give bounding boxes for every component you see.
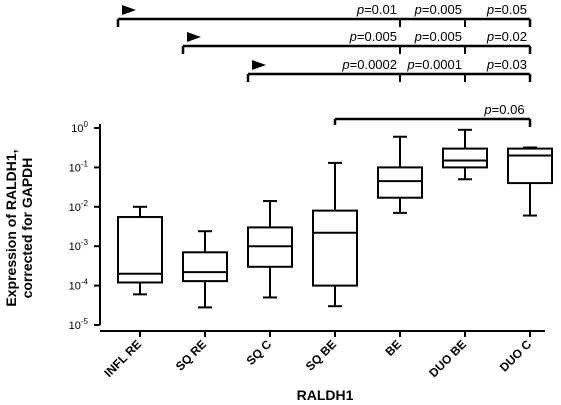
y-tick-label: 10-4 [69,278,89,293]
p-value: =0.0002 [350,57,397,72]
y-tick-label: 10-3 [69,238,89,253]
p-value-label: p=0.05 [486,2,527,17]
box-sq-c [247,200,293,299]
category-label: DUO BE [426,337,469,380]
category-label: SQ C [243,337,274,368]
arrow-icon [252,60,266,70]
p-symbol: p [349,29,357,44]
iqr-box [117,216,163,284]
p-symbol: p [414,29,422,44]
p-value: =0.05 [494,2,527,17]
p-value: =0.02 [494,29,527,44]
y-tick-base: 10 [69,281,81,293]
y-tick-base: 10 [69,320,81,332]
box-be [377,135,423,214]
p-value: =0.005 [357,29,397,44]
category-label: SQ RE [173,337,209,373]
p-value-label: p=0.005 [414,2,462,17]
y-tick-label: 10-5 [69,317,89,332]
y-tick-base: 10 [71,123,83,135]
comparison-2: p=0.005 p=0.005 p=0.02 [181,29,532,54]
y-axis-title-line: corrected for GAPDH [19,158,35,299]
iqr-box [442,147,488,169]
p-value-label: p=0.005 [414,29,462,44]
arrow-icon [187,32,201,42]
p-value-label: p=0.005 [349,29,397,44]
box-duo-c [507,146,553,217]
category-label: BE [382,337,404,359]
box-sq-be [312,161,358,308]
p-symbol: p [341,57,349,72]
iqr-box [507,147,553,185]
box-duo-be [442,128,488,181]
p-symbol: p [486,57,494,72]
y-tick-exponent: -2 [81,199,89,208]
x-axis: INFL RE SQ RE SQ C SQ BE BE DUO BE DUO C [100,330,545,380]
p-value-label: p=0.06 [483,102,524,117]
y-tick-label: 10-2 [69,199,89,214]
y-tick-exponent: -4 [81,278,89,287]
p-symbol: p [356,2,364,17]
category-label: SQ BE [303,337,339,373]
y-tick-exponent: -5 [81,317,89,326]
y-tick-label: 10-1 [69,159,89,174]
p-value-label: p=0.01 [356,2,397,17]
p-value: =0.01 [364,2,397,17]
category-label: INFL RE [101,337,144,380]
p-value-label: p=0.0001 [406,57,462,72]
iqr-box [377,166,423,199]
boxes [117,128,553,309]
box-infl-re [117,205,163,296]
y-tick-exponent: -1 [81,159,89,168]
p-value-label: p=0.02 [486,29,527,44]
y-tick-base: 10 [69,162,81,174]
p-value-label: p=0.03 [486,57,527,72]
comparison-3: p=0.0002 p=0.0001 p=0.03 [246,57,532,82]
p-symbol: p [486,29,494,44]
y-tick-base: 10 [69,202,81,214]
significance-brackets: p=0.01 p=0.005 p=0.05p=0.005 p=0.005 p=0.02p… [116,2,532,127]
box-sq-re [182,230,228,309]
p-value: =0.005 [422,29,462,44]
p-value-label: p=0.0002 [341,57,397,72]
comparison-4: p=0.06 [333,102,532,127]
y-axis-title: Expression of RALDH1, corrected for GAPDH [3,149,35,306]
x-axis-title: RALDH1 [297,387,354,403]
p-symbol: p [486,2,494,17]
p-value: =0.06 [492,102,525,117]
p-symbol: p [406,57,414,72]
category-label: DUO C [497,337,534,374]
iqr-box [312,209,358,287]
iqr-box [182,251,228,283]
y-tick-label: 100 [71,120,88,135]
p-value: =0.005 [422,2,462,17]
y-tick-exponent: -3 [81,238,89,247]
p-symbol: p [483,102,491,117]
comparison-1: p=0.01 p=0.005 p=0.05 [116,2,532,27]
y-tick-base: 10 [69,241,81,253]
p-value: =0.03 [494,57,527,72]
p-symbol: p [414,2,422,17]
arrow-icon [122,5,136,15]
y-tick-exponent: 0 [84,120,89,129]
p-value: =0.0001 [415,57,462,72]
y-axis-title-line: Expression of RALDH1, [3,149,19,306]
